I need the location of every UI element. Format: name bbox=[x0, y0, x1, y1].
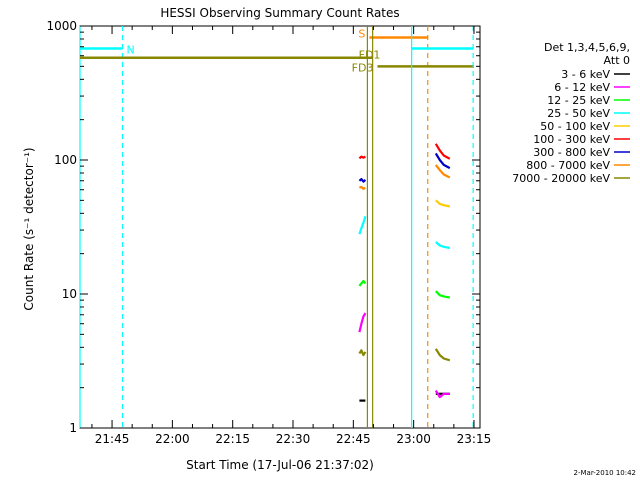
plot-border bbox=[79, 25, 481, 429]
y-axis-label: Count Rate (s⁻¹ detector⁻¹) bbox=[22, 147, 36, 310]
x-tick-label: 22:15 bbox=[215, 432, 250, 446]
y-tick-label: 1 bbox=[69, 421, 77, 435]
x-tick-label: 22:30 bbox=[276, 432, 311, 446]
plot-frame bbox=[79, 25, 481, 429]
series-line bbox=[434, 152, 451, 170]
y-tick-label: 1000 bbox=[46, 19, 77, 33]
legend-entry-label: 50 - 100 keV bbox=[540, 120, 610, 133]
legend-entry-label: 25 - 50 keV bbox=[547, 107, 610, 120]
series-line bbox=[358, 215, 367, 235]
series-line bbox=[435, 199, 451, 208]
legend-entry-label: 6 - 12 keV bbox=[554, 81, 610, 94]
series-line bbox=[434, 390, 450, 399]
series-line bbox=[358, 349, 367, 357]
legend-entry-label: 800 - 7000 keV bbox=[526, 159, 610, 172]
legend-entry-label: 7000 - 20000 keV bbox=[512, 172, 610, 185]
x-tick-label: 22:45 bbox=[336, 432, 371, 446]
series-line bbox=[434, 348, 451, 362]
x-axis-label: Start Time (17-Jul-06 21:37:02) bbox=[186, 458, 374, 472]
y-axis-ticks: 1 10 100 1000 bbox=[46, 19, 480, 435]
x-tick-label: 23:00 bbox=[396, 432, 431, 446]
legend-entry-label: 100 - 300 keV bbox=[533, 133, 610, 146]
series-line bbox=[435, 241, 451, 250]
annotation-label: S bbox=[358, 28, 365, 41]
series-line bbox=[358, 279, 367, 287]
series-line bbox=[358, 185, 366, 190]
series-line bbox=[435, 290, 451, 299]
series-lines bbox=[358, 143, 451, 402]
legend-header-line-2: Att 0 bbox=[604, 54, 630, 67]
series-line bbox=[434, 164, 451, 179]
series-line bbox=[358, 178, 367, 183]
y-tick-label: 10 bbox=[62, 287, 77, 301]
annotation-label: FD1 bbox=[359, 49, 381, 62]
legend-entry-label: 300 - 800 keV bbox=[533, 146, 610, 159]
x-axis-ticks: 21:45 22:00 22:15 22:30 22:45 23:00 23:15 bbox=[91, 26, 492, 446]
legend-header-line-1: Det 1,3,4,5,6,9, bbox=[544, 41, 630, 54]
date-stamp: 2-Mar-2010 10:42 bbox=[574, 469, 636, 477]
x-tick-label: 23:15 bbox=[457, 432, 492, 446]
x-tick-label: 22:00 bbox=[155, 432, 190, 446]
series-line bbox=[434, 143, 451, 160]
x-tick-label: 21:45 bbox=[95, 432, 130, 446]
annotation-label: N bbox=[127, 43, 135, 56]
y-tick-label: 100 bbox=[54, 153, 77, 167]
annotation-label: FD3 bbox=[352, 61, 374, 74]
series-line bbox=[358, 312, 367, 333]
legend-entry-label: 12 - 25 keV bbox=[547, 94, 610, 107]
chart-title: HESSI Observing Summary Count Rates bbox=[160, 6, 399, 20]
legend-entry-label: 3 - 6 keV bbox=[561, 68, 610, 81]
series-line bbox=[358, 155, 366, 160]
